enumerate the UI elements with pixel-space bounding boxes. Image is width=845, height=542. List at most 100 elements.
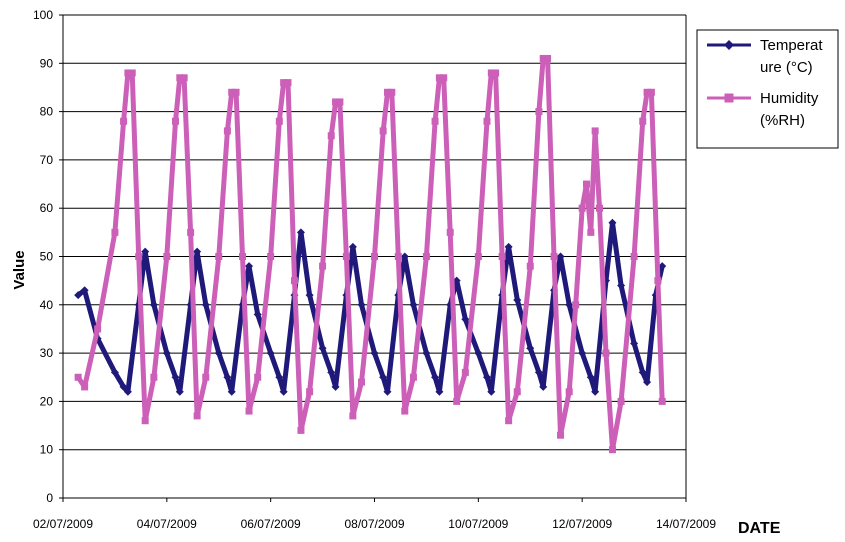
y-axis-title: Value: [11, 250, 28, 289]
data-point: [306, 388, 314, 396]
data-point: [461, 368, 469, 376]
y-tick-label: 10: [40, 443, 54, 457]
y-tick-label: 50: [40, 250, 54, 264]
data-point: [409, 300, 418, 309]
data-point: [557, 431, 565, 439]
data-point: [431, 373, 440, 382]
data-point: [201, 300, 210, 309]
legend-box: [696, 29, 839, 149]
data-point: [371, 253, 378, 260]
data-point: [435, 387, 444, 396]
y-axis-ticks: 0 10 20 30 40 50 60 70 80 90 100: [33, 8, 63, 505]
data-point: [111, 228, 119, 236]
data-point: [357, 300, 366, 309]
data-point: [193, 412, 201, 420]
legend-label-line: ure (°C): [760, 59, 813, 76]
data-point: [550, 253, 558, 260]
data-point: [658, 397, 666, 405]
data-point: [440, 74, 448, 82]
data-point: [383, 387, 392, 396]
data-point: [141, 247, 150, 256]
data-point: [483, 117, 491, 125]
legend-label: Humidity (%RH): [760, 90, 819, 129]
data-point: [595, 204, 603, 212]
data-point: [643, 88, 651, 96]
data-point: [349, 412, 357, 420]
data-point: [253, 310, 262, 319]
x-tick-label: 10/07/2009: [448, 517, 508, 531]
data-point: [280, 79, 288, 87]
data-point: [431, 117, 439, 125]
data-point: [526, 344, 535, 353]
data-point: [435, 74, 443, 82]
data-point: [446, 228, 454, 236]
data-point: [223, 127, 231, 135]
legend-marker: [724, 93, 734, 103]
data-point: [348, 242, 357, 251]
data-point: [492, 69, 500, 77]
y-tick-label: 90: [40, 56, 54, 70]
data-point: [227, 387, 236, 396]
data-point: [504, 242, 513, 251]
data-point: [180, 74, 188, 82]
data-point: [578, 349, 587, 358]
x-tick-label: 14/07/2009: [656, 517, 716, 531]
series-humidity: [74, 54, 666, 454]
data-point: [379, 127, 387, 135]
data-point: [149, 300, 158, 309]
data-point: [331, 382, 340, 391]
data-point: [658, 262, 667, 271]
data-point: [617, 281, 626, 290]
data-point: [556, 252, 565, 261]
data-point: [110, 368, 119, 377]
data-point: [141, 417, 149, 425]
data-point: [379, 373, 388, 382]
data-point: [487, 69, 495, 77]
data-point: [275, 373, 284, 382]
legend-marker: [724, 40, 734, 50]
data-point: [215, 253, 223, 260]
data-point: [526, 262, 534, 270]
data-point: [318, 344, 327, 353]
data-point: [319, 262, 327, 270]
data-point: [245, 407, 253, 415]
data-point: [232, 88, 240, 96]
data-point: [578, 204, 586, 212]
x-tick-label: 02/07/2009: [33, 517, 93, 531]
data-point: [498, 253, 506, 260]
legend-label-line: Temperat: [760, 37, 823, 54]
data-point: [81, 383, 89, 391]
data-point: [582, 180, 590, 188]
legend-label: Temperat ure (°C): [760, 37, 823, 76]
data-point: [539, 54, 547, 62]
data-point: [565, 300, 574, 309]
data-point: [124, 69, 132, 77]
data-point: [120, 117, 128, 125]
data-point: [80, 286, 89, 295]
data-point: [474, 253, 482, 260]
y-tick-label: 30: [40, 346, 54, 360]
data-point: [617, 397, 625, 405]
data-point: [74, 373, 82, 381]
data-point: [193, 247, 202, 256]
data-point: [608, 218, 617, 227]
data-point: [422, 349, 431, 358]
data-point: [175, 387, 184, 396]
data-point: [327, 132, 335, 140]
data-point: [643, 378, 652, 387]
data-point: [119, 382, 128, 391]
data-point: [539, 382, 548, 391]
data-point: [647, 88, 655, 96]
data-point: [654, 277, 662, 285]
data-point: [388, 88, 396, 96]
data-point: [123, 387, 132, 396]
data-point: [297, 426, 305, 434]
x-axis-ticks: 02/07/2009 04/07/2009 06/07/2009 08/07/2009…: [33, 498, 716, 531]
data-point: [342, 253, 350, 260]
data-point: [171, 373, 180, 382]
series-line: [76, 220, 665, 395]
data-point: [163, 253, 171, 260]
y-tick-label: 20: [40, 394, 54, 408]
data-point: [162, 349, 171, 358]
data-point: [453, 397, 461, 405]
